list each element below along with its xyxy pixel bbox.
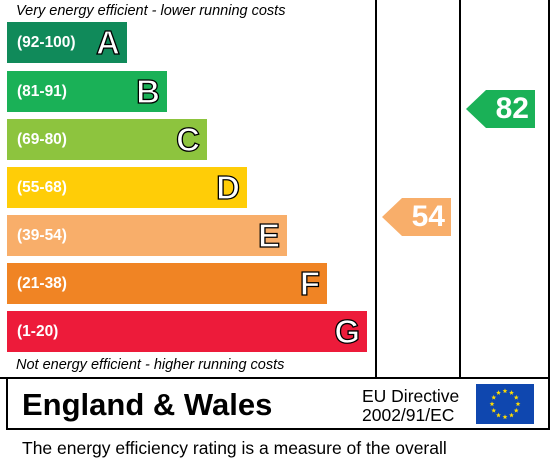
frame-right-edge <box>548 0 550 430</box>
eu-flag-star <box>496 390 501 395</box>
current-rating-value: 54 <box>411 200 445 233</box>
band-a: (92-100) A <box>7 22 127 63</box>
eu-flag-star <box>491 407 497 413</box>
eu-flag-star <box>513 394 519 400</box>
column-divider-right <box>459 0 461 378</box>
band-b: (81-91) B <box>7 71 167 112</box>
frame-left-footer-edge <box>6 378 8 430</box>
eu-flag-star <box>502 388 508 394</box>
band-range: (92-100) <box>17 34 76 51</box>
band-letter: A <box>96 23 121 61</box>
band-range: (55-68) <box>17 179 67 196</box>
band-range: (69-80) <box>17 131 67 148</box>
eu-flag-star <box>489 401 495 407</box>
eu-directive-line1: EU Directive <box>362 386 460 406</box>
top-note: Very energy efficient - lower running co… <box>16 3 286 19</box>
caption-partial: The energy efficiency rating is a measur… <box>22 438 447 458</box>
footer-top-border <box>0 377 550 379</box>
band-letter: F <box>299 264 320 302</box>
band-g: (1-20) G <box>7 311 367 352</box>
bottom-note: Not energy efficient - higher running co… <box>16 357 285 373</box>
band-letter: E <box>257 216 280 254</box>
eu-flag-star <box>502 414 508 420</box>
band-f: (21-38) F <box>7 263 327 304</box>
band-range: (1-20) <box>17 323 59 340</box>
band-letter: C <box>176 120 201 158</box>
region-title: England & Wales <box>22 387 273 422</box>
band-range: (21-38) <box>17 275 67 292</box>
eu-flag-icon <box>476 384 534 424</box>
potential-rating-value: 82 <box>495 92 529 125</box>
band-d: (55-68) D <box>7 167 247 208</box>
band-e: (39-54) E <box>7 215 287 256</box>
band-range: (81-91) <box>17 83 67 100</box>
current-rating-arrow: 54 <box>382 198 451 236</box>
eu-directive-line2: 2002/91/EC <box>362 405 455 425</box>
band-letter: D <box>216 168 241 206</box>
eu-flag-star <box>515 401 521 407</box>
band-letter: G <box>334 312 361 350</box>
band-c: (69-80) C <box>7 119 207 160</box>
eu-flag-star <box>509 390 514 395</box>
footer-bottom-border <box>6 428 550 430</box>
column-divider-left <box>375 0 377 378</box>
band-letter: B <box>136 72 161 110</box>
band-range: (39-54) <box>17 227 67 244</box>
eu-flag-star <box>513 407 519 413</box>
potential-rating-arrow: 82 <box>466 90 535 128</box>
eu-flag-star <box>491 394 497 400</box>
eu-flag-star <box>509 412 514 418</box>
eu-flag-star <box>496 412 501 418</box>
